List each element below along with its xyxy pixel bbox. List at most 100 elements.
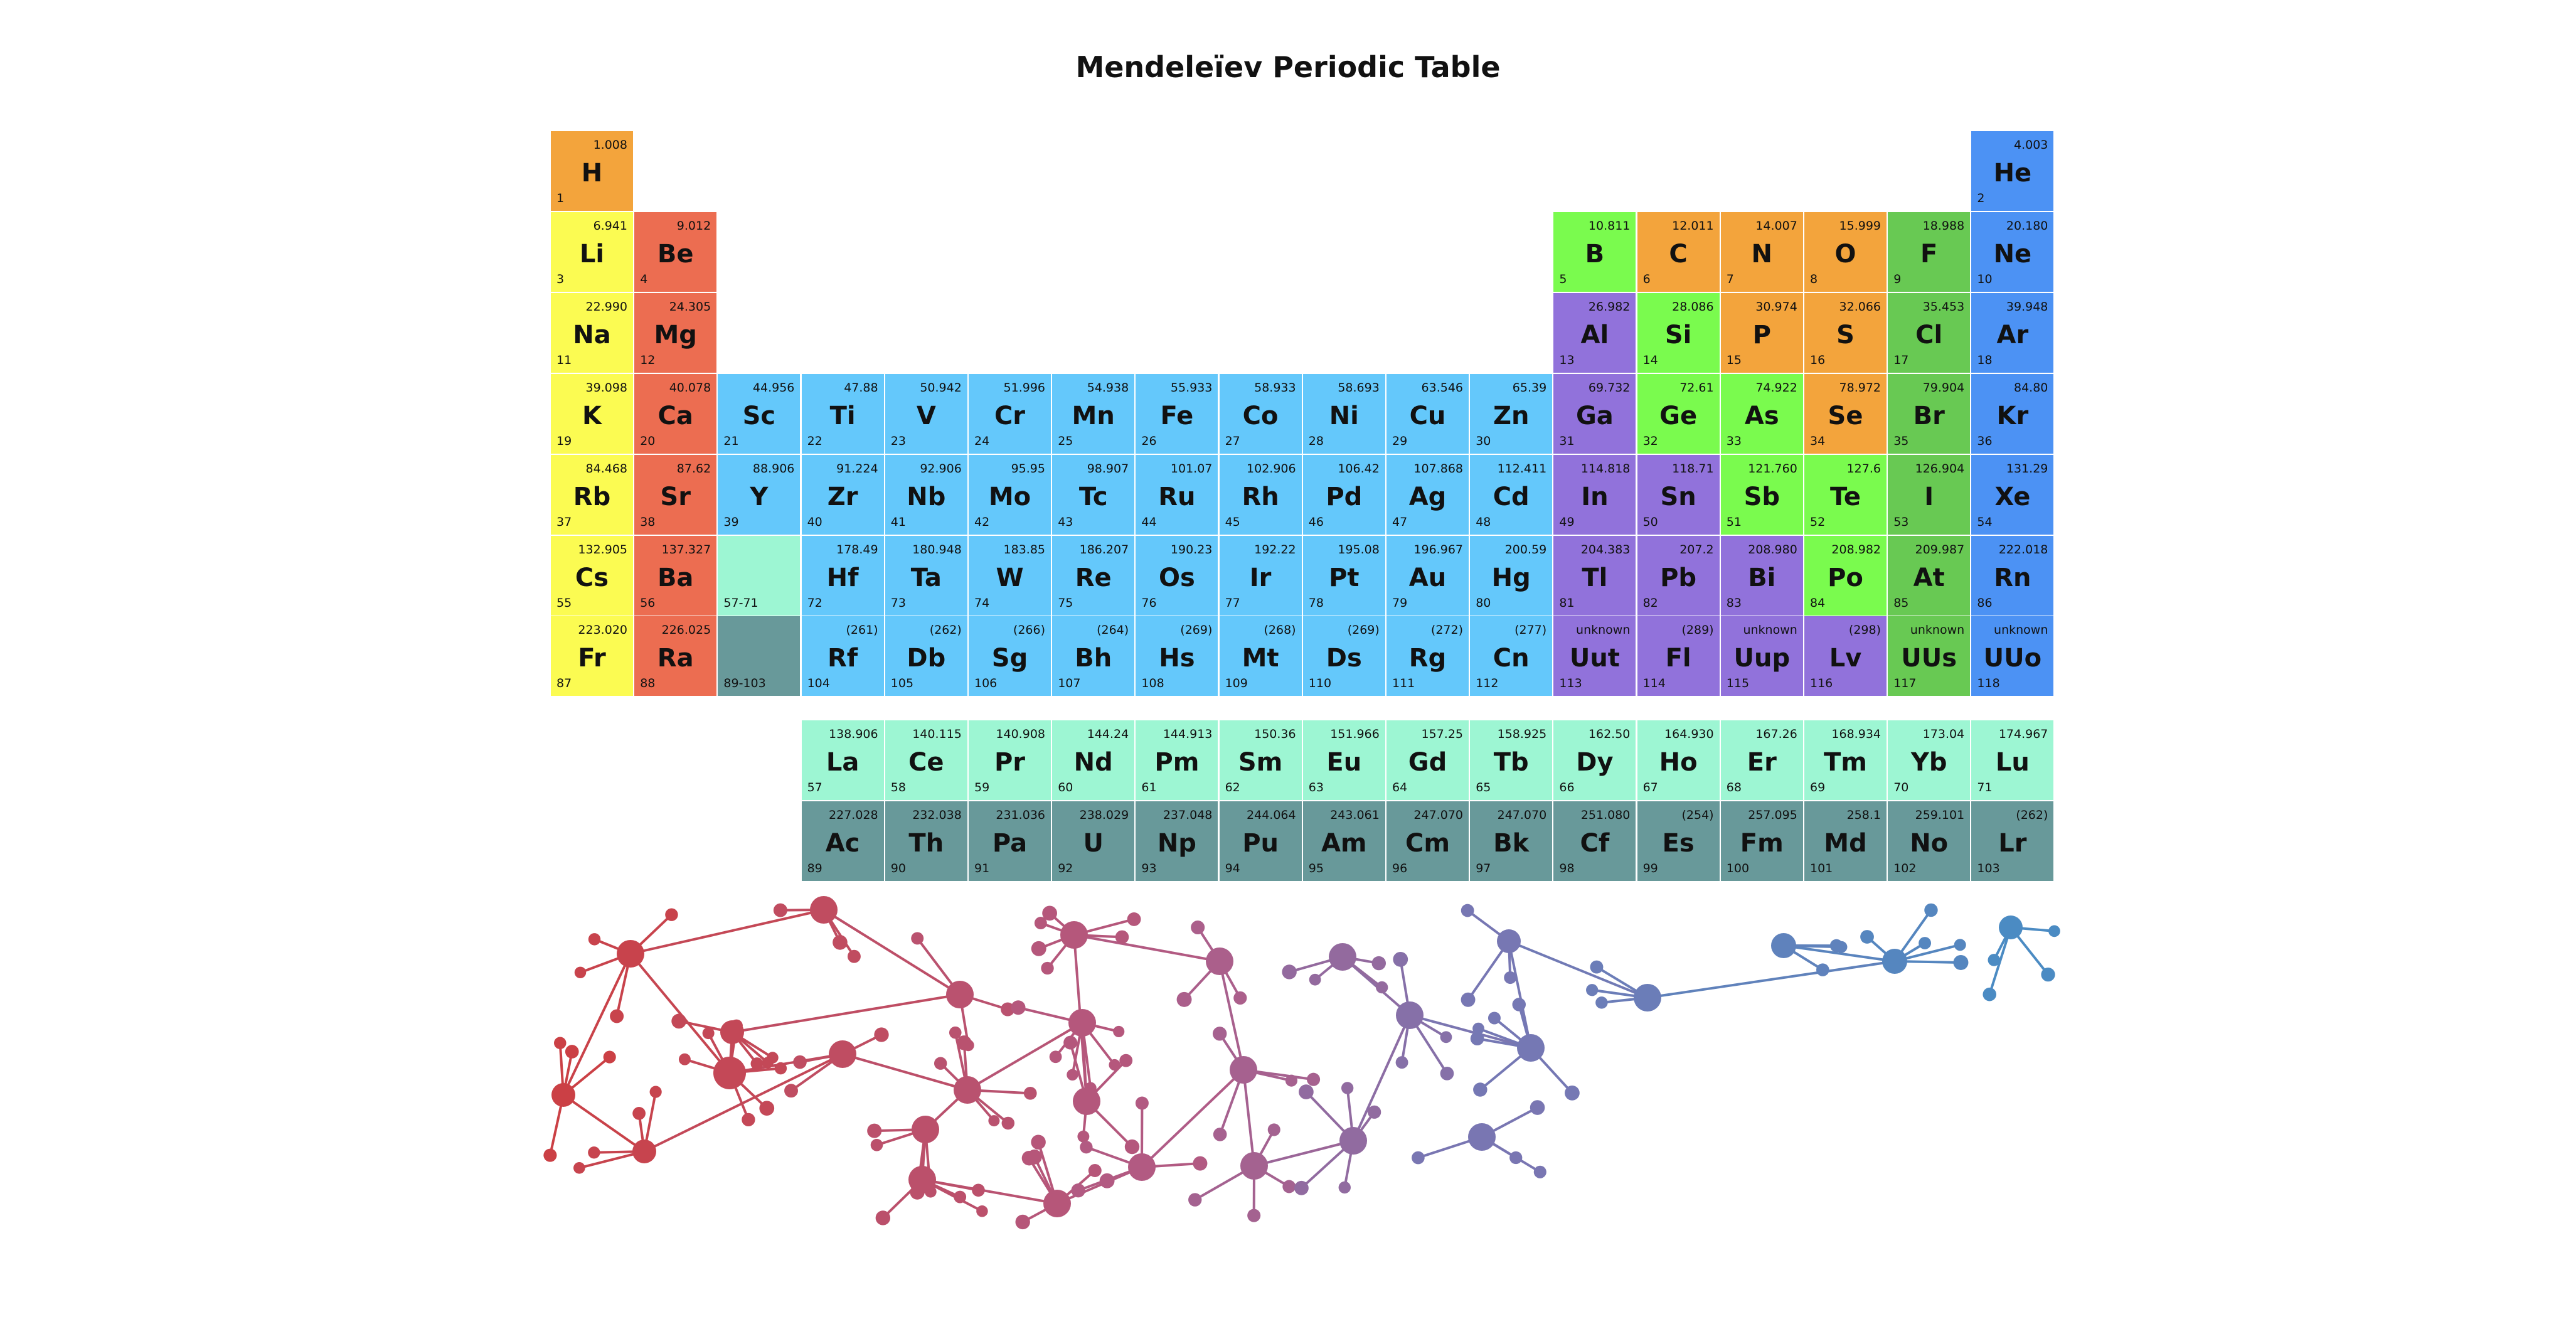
element-cell: 114.818 In 49 bbox=[1553, 455, 1636, 535]
element-cell: 247.070 Bk 97 bbox=[1470, 801, 1553, 881]
element-cell: 84.80 Kr 36 bbox=[1971, 374, 2054, 454]
atomic-number: 57 bbox=[807, 781, 822, 794]
element-cell: 92.906 Nb 41 bbox=[885, 455, 967, 535]
network-node bbox=[793, 1055, 807, 1069]
element-cell: 251.080 Cf 98 bbox=[1553, 801, 1636, 881]
network-node bbox=[1188, 1193, 1202, 1207]
element-symbol: Ce bbox=[908, 748, 944, 777]
network-node bbox=[875, 1210, 891, 1225]
atomic-weight: (262) bbox=[929, 623, 962, 637]
element-cell: 14.007 N 7 bbox=[1720, 212, 1803, 292]
element-symbol: Pd bbox=[1326, 483, 1363, 511]
element-cell: 72.61 Ge 32 bbox=[1637, 374, 1720, 454]
network-link bbox=[562, 1094, 646, 1153]
element-cell: (254) Es 99 bbox=[1637, 801, 1720, 881]
element-symbol: Er bbox=[1747, 748, 1777, 777]
element-cell: (268) Mt 109 bbox=[1219, 616, 1302, 696]
element-cell: 137.327 Ba 56 bbox=[634, 536, 717, 616]
element-cell: 132.905 Cs 55 bbox=[551, 536, 633, 616]
atomic-number: 34 bbox=[1810, 434, 1826, 448]
atomic-weight: 257.095 bbox=[1748, 808, 1797, 822]
element-cell: 157.25 Gd 64 bbox=[1386, 720, 1469, 800]
atomic-number: 117 bbox=[1893, 676, 1917, 690]
network-node bbox=[1042, 905, 1057, 921]
element-symbol: K bbox=[582, 402, 602, 430]
atomic-weight: 95.95 bbox=[1011, 462, 1045, 476]
atomic-weight: 207.2 bbox=[1679, 543, 1714, 557]
element-cell: 65.39 Zn 30 bbox=[1470, 374, 1553, 454]
element-cell: 28.086 Si 14 bbox=[1637, 293, 1720, 373]
element-symbol: Dy bbox=[1576, 748, 1614, 777]
atomic-weight: (254) bbox=[1681, 808, 1714, 822]
atomic-weight: (269) bbox=[1347, 623, 1380, 637]
element-symbol: Ds bbox=[1326, 644, 1362, 673]
element-symbol: Y bbox=[750, 483, 769, 511]
network-link bbox=[1253, 1140, 1354, 1167]
network-node bbox=[867, 1123, 882, 1138]
atomic-number: 66 bbox=[1559, 781, 1575, 794]
element-cell: unknown Uup 115 bbox=[1720, 616, 1803, 696]
atomic-number: 110 bbox=[1308, 676, 1332, 690]
element-cell: 88.906 Y 39 bbox=[718, 455, 801, 535]
network-node bbox=[833, 935, 848, 950]
element-symbol: He bbox=[1993, 159, 2032, 188]
network-node bbox=[1113, 1025, 1125, 1038]
atomic-number: 20 bbox=[640, 434, 656, 448]
atomic-number: 56 bbox=[640, 596, 656, 610]
atomic-weight: 150.36 bbox=[1254, 727, 1296, 741]
element-symbol: Si bbox=[1664, 321, 1692, 350]
atomic-number: 74 bbox=[974, 596, 990, 610]
atomic-weight: 69.732 bbox=[1588, 381, 1631, 395]
atomic-number: 68 bbox=[1726, 781, 1742, 794]
element-symbol: Ir bbox=[1249, 563, 1272, 592]
atomic-number: 62 bbox=[1225, 781, 1240, 794]
atomic-weight: (289) bbox=[1681, 623, 1714, 637]
element-cell: 54.938 Mn 25 bbox=[1052, 374, 1135, 454]
network-node bbox=[588, 1146, 600, 1159]
network-hub bbox=[1634, 984, 1661, 1011]
atomic-weight: unknown bbox=[1994, 623, 2048, 637]
network-node bbox=[1371, 956, 1386, 971]
network-node bbox=[665, 908, 678, 921]
element-symbol: Mo bbox=[988, 483, 1031, 511]
atomic-weight: 1.008 bbox=[593, 138, 627, 152]
atomic-number: 95 bbox=[1308, 862, 1324, 875]
atomic-weight: unknown bbox=[1576, 623, 1631, 637]
network-node bbox=[554, 1037, 567, 1050]
element-cell: 57-71 bbox=[718, 536, 801, 616]
element-symbol: Cr bbox=[994, 402, 1026, 430]
network-node bbox=[1015, 1214, 1030, 1230]
network-node bbox=[1983, 987, 1997, 1001]
element-cell: 101.07 Ru 44 bbox=[1136, 455, 1218, 535]
element-symbol: Rh bbox=[1242, 483, 1279, 511]
network-node bbox=[1049, 1050, 1062, 1064]
element-symbol: UUo bbox=[1983, 644, 2042, 673]
element-cell: 200.59 Hg 80 bbox=[1470, 536, 1553, 616]
atomic-weight: 14.007 bbox=[1755, 219, 1797, 233]
network-node bbox=[1504, 971, 1517, 985]
network-node bbox=[972, 1183, 985, 1197]
atomic-number: 101 bbox=[1810, 862, 1833, 875]
atomic-number: 113 bbox=[1559, 676, 1582, 690]
network-node bbox=[671, 1013, 686, 1029]
element-symbol: Cf bbox=[1580, 829, 1610, 858]
element-symbol: Os bbox=[1158, 563, 1195, 592]
atomic-number: 15 bbox=[1726, 353, 1742, 367]
element-cell: 4.003 He 2 bbox=[1971, 131, 2054, 211]
network-hub bbox=[1128, 1153, 1156, 1181]
element-cell: (262) Lr 103 bbox=[1971, 801, 2054, 881]
network-node bbox=[1001, 1002, 1015, 1017]
element-symbol: Mn bbox=[1072, 402, 1115, 430]
element-symbol: Br bbox=[1913, 402, 1945, 430]
element-symbol: La bbox=[826, 748, 860, 777]
element-cell: 79.904 Br 35 bbox=[1888, 374, 1971, 454]
network-link bbox=[1409, 1014, 1531, 1049]
network-hub bbox=[551, 1083, 575, 1107]
element-symbol: F bbox=[1920, 240, 1938, 269]
element-cell: 32.066 S 16 bbox=[1804, 293, 1887, 373]
atomic-number: 112 bbox=[1476, 676, 1499, 690]
element-symbol: Rg bbox=[1408, 644, 1447, 673]
element-symbol: W bbox=[996, 563, 1024, 592]
element-symbol: Xe bbox=[1994, 483, 2031, 511]
